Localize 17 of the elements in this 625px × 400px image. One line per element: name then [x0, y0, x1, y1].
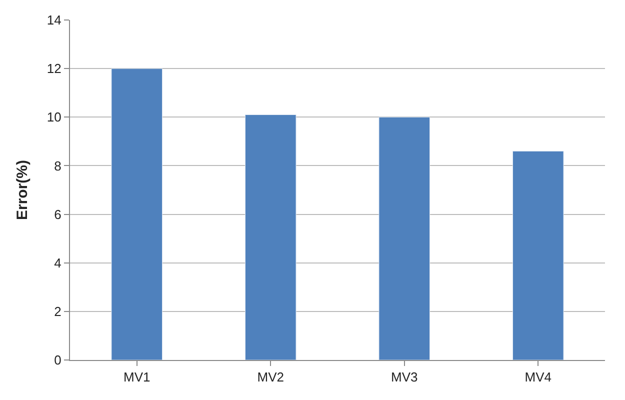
- y-tick-label: 2: [54, 304, 62, 319]
- y-tick-label: 4: [54, 255, 62, 270]
- x-tick-label: MV3: [391, 370, 418, 385]
- x-tick-label: MV4: [524, 370, 552, 385]
- bar: [111, 68, 163, 360]
- bar: [512, 150, 564, 360]
- x-tick-label: MV2: [257, 370, 284, 385]
- y-tick-label: 10: [46, 110, 62, 125]
- y-tick-label: 14: [46, 12, 62, 28]
- bar: [244, 114, 296, 360]
- y-tick-label: 8: [54, 158, 62, 174]
- x-tick-label: MV1: [124, 370, 150, 385]
- bar: [378, 116, 430, 360]
- y-tick-label: 12: [46, 61, 62, 76]
- y-tick-label: 0: [54, 352, 62, 368]
- y-axis-title: Error(%): [14, 160, 32, 220]
- y-tick-label: 6: [54, 206, 62, 222]
